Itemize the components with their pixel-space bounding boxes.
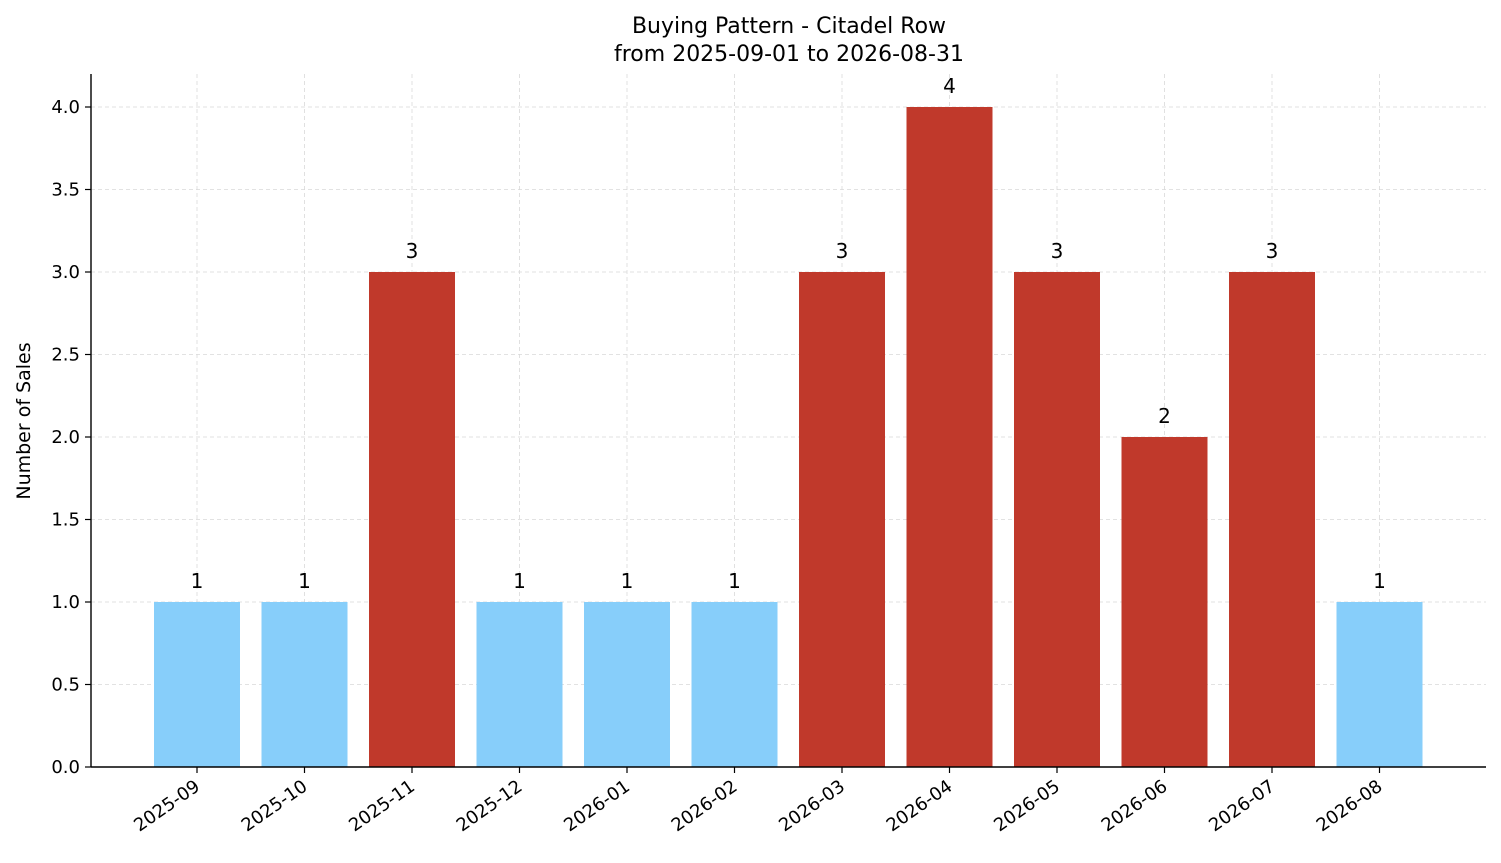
bar: [1014, 272, 1100, 767]
y-tick-label: 0.0: [51, 757, 80, 778]
bar: [1121, 437, 1208, 767]
bars: [154, 107, 1423, 767]
data-label: 1: [513, 569, 526, 593]
y-tick-label: 2.5: [51, 345, 80, 366]
bar: [261, 602, 348, 767]
bar: [1336, 602, 1423, 767]
bar: [476, 602, 563, 767]
x-tick-label: 2026-08: [1313, 776, 1387, 836]
bar: [584, 602, 670, 767]
y-tick-label: 0.5: [51, 675, 80, 696]
x-tick-label: 2026-04: [883, 776, 957, 836]
data-label: 3: [1266, 239, 1279, 263]
bar: [154, 602, 240, 767]
data-label: 1: [621, 569, 634, 593]
x-tick-label: 2025-12: [453, 776, 527, 836]
x-tick-label: 2026-07: [1205, 776, 1279, 836]
bar: [906, 107, 993, 767]
x-tick-label: 2026-02: [668, 776, 742, 836]
y-tick-label: 1.0: [51, 592, 80, 613]
bar: [369, 272, 455, 767]
data-label: 2: [1158, 404, 1171, 428]
data-label: 3: [836, 239, 849, 263]
chart-subtitle: from 2025-09-01 to 2026-08-31: [614, 42, 964, 67]
y-tick-label: 3.5: [51, 180, 80, 201]
x-tick-label: 2025-11: [345, 776, 419, 836]
data-label: 1: [298, 569, 311, 593]
axes: [85, 74, 1486, 773]
x-tick-label: 2025-09: [130, 776, 204, 836]
chart-title: Buying Pattern - Citadel Row: [632, 14, 946, 39]
x-tick-label: 2026-06: [1098, 776, 1172, 836]
data-label: 4: [943, 74, 956, 98]
bar: [691, 602, 778, 767]
y-tick-label: 3.0: [51, 262, 80, 283]
data-labels: 1 1 3 1 1 1 3 4 3 2 3 1: [191, 74, 1386, 593]
bar: [799, 272, 885, 767]
x-tick-label: 2026-01: [560, 776, 634, 836]
x-tick-label: 2025-10: [238, 776, 312, 836]
data-label: 3: [1051, 239, 1064, 263]
data-label: 1: [191, 569, 204, 593]
x-tick-label: 2026-03: [775, 776, 849, 836]
y-tick-label: 4.0: [51, 97, 80, 118]
bar: [1229, 272, 1315, 767]
data-label: 1: [728, 569, 741, 593]
y-tick-label: 2.0: [51, 427, 80, 448]
y-axis-label: Number of Sales: [13, 342, 35, 499]
y-tick-label: 1.5: [51, 510, 80, 531]
data-label: 1: [1373, 569, 1386, 593]
x-tick-label: 2026-05: [990, 776, 1064, 836]
data-label: 3: [406, 239, 419, 263]
